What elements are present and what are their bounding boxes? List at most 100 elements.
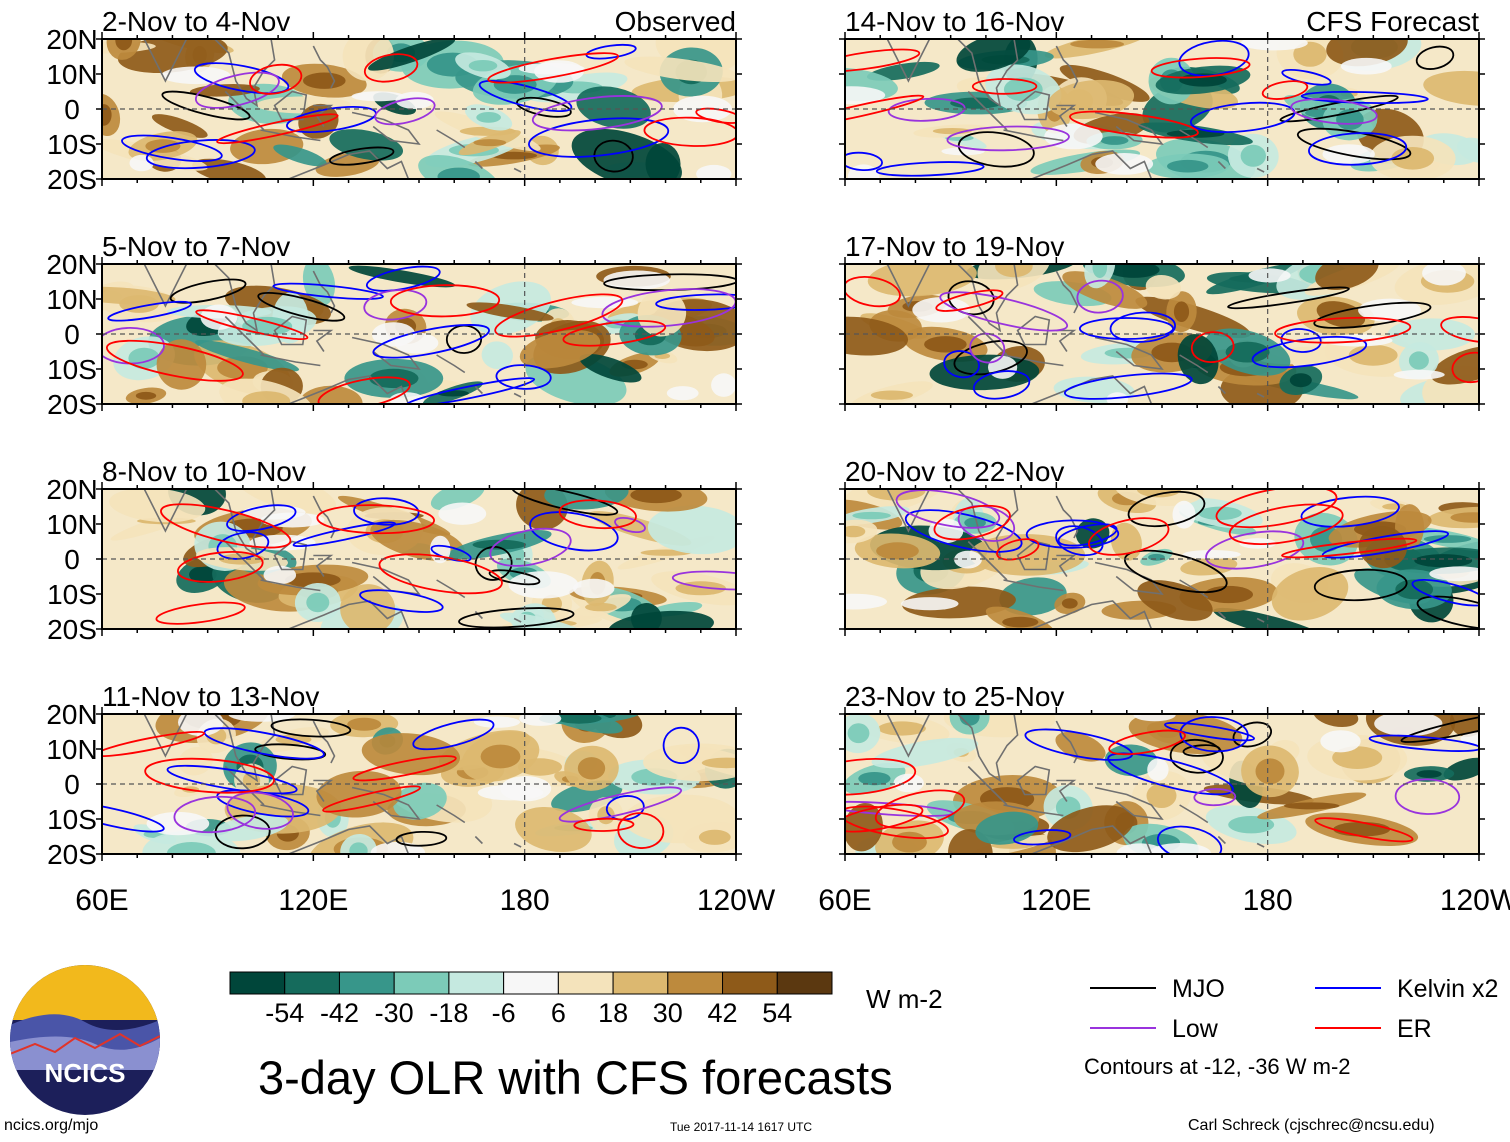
colorbar-swatch	[393, 971, 450, 995]
ticks	[839, 257, 1485, 411]
ticks	[839, 32, 1485, 186]
olr-field	[845, 714, 1479, 854]
colorbar-swatch	[284, 971, 340, 995]
olr-field	[102, 264, 736, 404]
lat-label: 20N	[46, 249, 97, 280]
olr-field	[845, 39, 1479, 179]
colorbar-swatch	[448, 971, 505, 995]
panel-8: 23-Nov to 25-Nov	[839, 681, 1485, 861]
lat-label: 20S	[47, 839, 97, 870]
lat-label: 10N	[46, 734, 97, 765]
panel-period-1: 2-Nov to 4-Nov	[102, 6, 290, 37]
lon-label: 180	[1243, 884, 1293, 917]
lat-label: 20S	[47, 164, 97, 195]
lat-label: 20N	[46, 24, 97, 55]
olr-field	[102, 39, 736, 179]
panel-1: 2-Nov to 4-Nov Observed	[96, 6, 742, 186]
colorbar-swatch	[612, 971, 669, 995]
lon-label: 120E	[1021, 884, 1091, 917]
lat-label: 20N	[46, 474, 97, 505]
legend-label: Kelvin x2	[1397, 975, 1498, 1003]
lat-label: 20S	[47, 614, 97, 645]
forecast-label: CFS Forecast	[1306, 6, 1479, 37]
olr-field	[102, 489, 736, 629]
footer-site: ncics.org/mjo	[4, 1117, 99, 1134]
ticks	[96, 707, 742, 861]
chart-title: 3-day OLR with CFS forecasts	[258, 1051, 893, 1104]
lat-label: 10N	[46, 284, 97, 315]
lat-label: 10N	[46, 509, 97, 540]
ticks	[96, 482, 742, 636]
colorbar-swatch	[229, 971, 286, 995]
lat-label: 0	[64, 769, 80, 800]
colorbar-label: -42	[320, 998, 359, 1028]
ticks	[839, 482, 1485, 636]
ticks	[839, 707, 1485, 861]
lat-label: 20N	[46, 699, 97, 730]
olr-field	[102, 714, 736, 854]
coastlines	[886, 714, 1265, 854]
panel-4: 11-Nov to 13-Nov	[96, 681, 742, 861]
colorbar-swatch	[557, 971, 614, 995]
lat-label: 0	[64, 319, 80, 350]
wave-contours	[102, 718, 700, 850]
panel-3: 8-Nov to 10-Nov	[96, 456, 742, 636]
panel-period-2: 5-Nov to 7-Nov	[102, 231, 290, 262]
lat-label: 10N	[46, 59, 97, 90]
lon-label: 120W	[697, 884, 776, 917]
coastlines	[143, 264, 522, 404]
footer-timestamp: Tue 2017-11-14 1617 UTC	[670, 1120, 813, 1134]
panel-5: 14-Nov to 16-Nov CFS Forecast	[839, 6, 1485, 186]
panel-7: 20-Nov to 22-Nov	[839, 456, 1485, 636]
colorbar-label: 30	[653, 998, 683, 1028]
panel-period-8: 23-Nov to 25-Nov	[845, 681, 1064, 712]
colorbar-label: 18	[598, 998, 628, 1028]
colorbar-label: 6	[551, 998, 566, 1028]
lon-label: 180	[500, 884, 550, 917]
colorbar: -54 -42 -30 -18 -6 6 18 30 42 54	[229, 971, 833, 1028]
legend: MJO Kelvin x2 Low ER	[1090, 975, 1498, 1043]
lon-label: 60E	[818, 884, 871, 917]
lat-label: 20S	[47, 389, 97, 420]
wave-contours	[845, 276, 1479, 400]
panel-period-5: 14-Nov to 16-Nov	[845, 6, 1064, 37]
colorbar-label: 54	[762, 998, 792, 1028]
lat-label: 10S	[47, 129, 97, 160]
colorbar-swatch	[503, 971, 559, 995]
coastlines	[886, 489, 1265, 629]
lat-label: 10S	[47, 354, 97, 385]
ticks	[96, 32, 742, 186]
panel-period-4: 11-Nov to 13-Nov	[102, 681, 319, 712]
colorbar-swatch	[667, 971, 724, 995]
legend-label: Low	[1172, 1015, 1219, 1043]
legend-note: Contours at -12, -36 W m-2	[1084, 1054, 1351, 1079]
panel-period-3: 8-Nov to 10-Nov	[102, 456, 306, 487]
legend-label: ER	[1397, 1015, 1432, 1043]
lat-label: 10S	[47, 804, 97, 835]
panel-period-6: 17-Nov to 19-Nov	[845, 231, 1064, 262]
panel-6: 17-Nov to 19-Nov	[839, 231, 1485, 411]
wave-contours	[102, 265, 736, 404]
colorbar-swatch	[338, 971, 395, 995]
wave-contours	[845, 39, 1455, 177]
legend-label: MJO	[1172, 975, 1225, 1003]
panel-period-7: 20-Nov to 22-Nov	[845, 456, 1064, 487]
lon-label: 120W	[1440, 884, 1510, 917]
logo-text: NCICS	[45, 1058, 126, 1088]
colorbar-label: -6	[492, 998, 516, 1028]
ticks	[96, 257, 742, 411]
wave-contours	[895, 489, 1479, 629]
wave-contours	[121, 43, 736, 173]
wave-contours	[155, 489, 736, 629]
colorbar-swatch	[776, 971, 833, 995]
coastlines	[143, 489, 522, 629]
ncics-logo: NCICS	[10, 965, 160, 1115]
panel-2: 5-Nov to 7-Nov	[96, 231, 742, 411]
lat-label: 0	[64, 94, 80, 125]
lat-label: 0	[64, 544, 80, 575]
colorbar-label: -30	[375, 998, 414, 1028]
lon-label: 120E	[278, 884, 348, 917]
lat-label: 10S	[47, 579, 97, 610]
footer-credit: Carl Schreck (cjschrec@ncsu.edu)	[1188, 1117, 1435, 1134]
